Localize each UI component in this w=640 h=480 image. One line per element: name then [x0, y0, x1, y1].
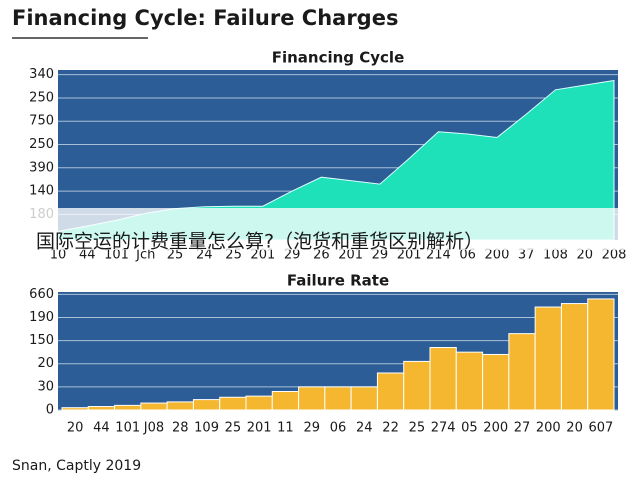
y-tick-label: 0	[46, 403, 54, 418]
x-tick-label: 201	[247, 421, 272, 436]
overlay-caption: 国际空运的计费重量怎么算?（泡货和重货区别解析）	[36, 231, 483, 253]
y-tick-label: 190	[29, 310, 54, 325]
x-tick-label: 28	[172, 421, 189, 436]
bar	[429, 347, 457, 411]
x-tick-label: 25	[225, 421, 242, 436]
bar	[114, 404, 142, 411]
y-tick-label: 30	[37, 379, 54, 394]
caption-banner	[0, 208, 640, 250]
x-tick-label: 25	[225, 248, 242, 263]
y-tick-label: 20	[37, 356, 54, 371]
x-tick-label: 101	[115, 421, 140, 436]
x-tick-label: 26	[313, 248, 330, 263]
x-tick-label: 29	[303, 421, 320, 436]
bar	[324, 386, 352, 411]
bar	[350, 386, 378, 411]
bar	[271, 390, 300, 411]
x-tick-label: 200	[485, 248, 510, 263]
x-tick-label: 24	[356, 421, 373, 436]
bar	[455, 351, 484, 411]
x-tick-label: 44	[79, 248, 96, 263]
x-tick-label: 20	[576, 248, 593, 263]
x-tick-label: 607	[588, 421, 613, 436]
x-tick-label: 44	[93, 421, 110, 436]
x-tick-label: 200	[536, 421, 561, 436]
x-tick-label: 05	[461, 421, 478, 436]
bar	[219, 396, 247, 411]
bar	[61, 407, 89, 411]
x-tick-label: 201	[397, 248, 422, 263]
x-tick-label: J08	[143, 421, 164, 436]
x-tick-label: 208	[602, 248, 627, 263]
bar	[192, 399, 221, 411]
y-tick-label: 750	[29, 114, 54, 129]
bar	[298, 386, 326, 411]
x-tick-label: 108	[543, 248, 568, 263]
y-tick-label: 660	[29, 287, 54, 302]
x-tick-label: 25	[409, 421, 426, 436]
bar	[560, 303, 589, 411]
x-tick-label: Jch	[135, 248, 155, 263]
page-title: Financing Cycle: Failure Charges	[12, 6, 398, 30]
x-tick-label: 06	[330, 421, 347, 436]
bar	[245, 395, 273, 411]
bar	[508, 333, 536, 411]
x-tick-label: 27	[514, 421, 531, 436]
source: Snan, Captly 2019	[12, 458, 141, 474]
y-tick-label: 340	[29, 67, 54, 82]
x-tick-label: 10	[50, 248, 67, 263]
bar	[140, 402, 168, 411]
x-tick-label: 37	[518, 248, 535, 263]
x-tick-label: 22	[382, 421, 399, 436]
bar	[403, 360, 431, 411]
bar	[587, 298, 615, 411]
bar	[166, 401, 194, 411]
x-tick-label: 201	[338, 248, 363, 263]
x-tick-label: 24	[196, 248, 213, 263]
x-tick-label: 200	[483, 421, 508, 436]
x-tick-label: 214	[426, 248, 451, 263]
x-tick-label: 20	[566, 421, 583, 436]
y-tick-label: 390	[29, 160, 54, 175]
y-tick-label: 250	[29, 90, 54, 105]
x-tick-label: 20	[67, 421, 84, 436]
x-tick-label: 101	[104, 248, 129, 263]
y-tick-label: 150	[29, 333, 54, 348]
chart-title: Financing Cycle	[272, 49, 405, 67]
x-tick-label: 109	[194, 421, 219, 436]
x-tick-label: 25	[167, 248, 184, 263]
y-tick-label: 250	[29, 137, 54, 152]
bar	[376, 372, 405, 411]
bar	[87, 406, 116, 411]
x-tick-label: 11	[277, 421, 294, 436]
y-tick-label: 140	[29, 184, 54, 199]
bar	[534, 306, 562, 411]
x-tick-label: 29	[372, 248, 389, 263]
x-tick-label: 274	[431, 421, 456, 436]
x-tick-label: 29	[284, 248, 301, 263]
bar	[482, 353, 510, 411]
chart-title: Failure Rate	[287, 272, 389, 290]
x-tick-label: 06	[459, 248, 476, 263]
x-tick-label: 201	[250, 248, 275, 263]
